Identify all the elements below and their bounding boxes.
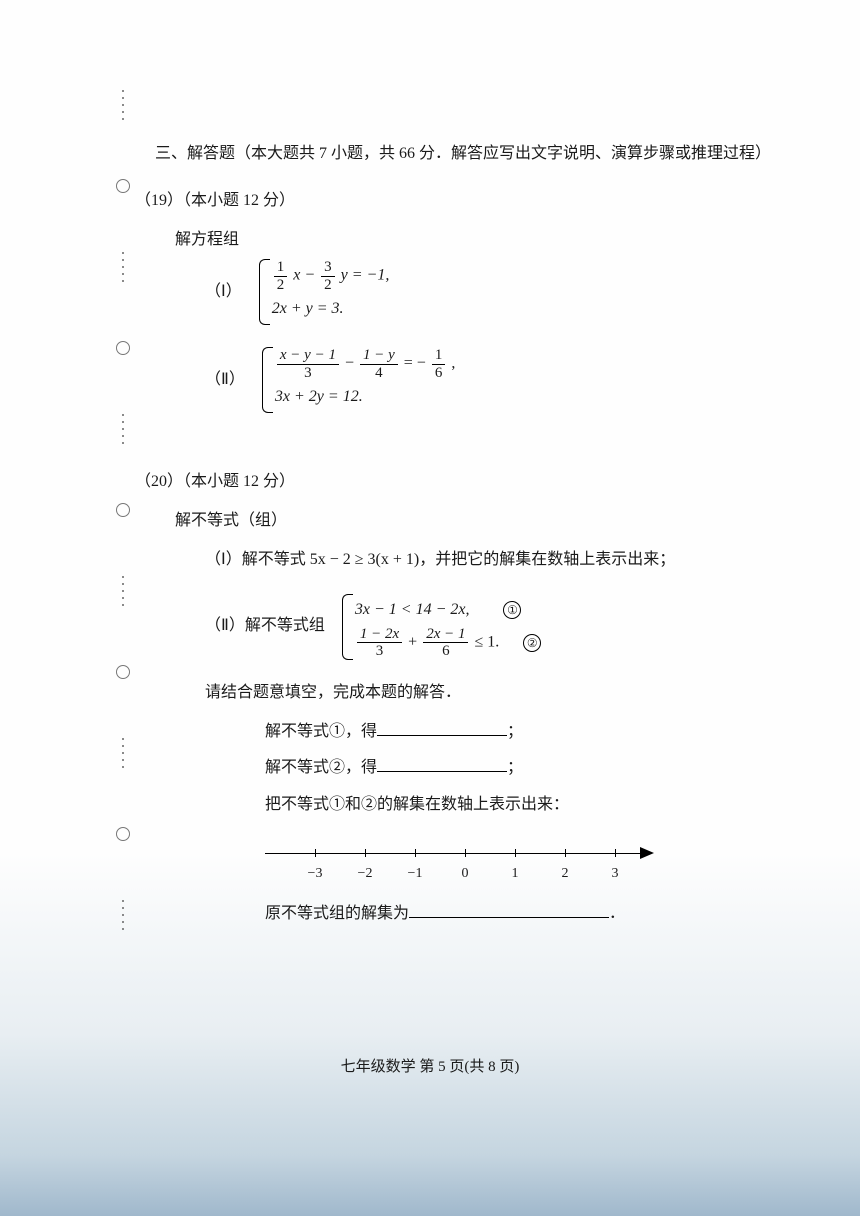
- blank-1: [377, 720, 507, 736]
- q20-header: （20）（本小题 12 分）: [135, 468, 835, 497]
- q19-title: 解方程组: [175, 226, 835, 255]
- page-footer: 七年级数学 第 5 页(共 8 页): [0, 1055, 860, 1076]
- q20-step4: 原不等式组的解集为．: [265, 900, 835, 929]
- section-title: 三、解答题（本大题共 7 小题，共 66 分．解答应写出文字说明、演算步骤或推理…: [155, 140, 835, 169]
- q20-instruction: 请结合题意填空，完成本题的解答．: [205, 679, 835, 708]
- circled-1: ①: [503, 601, 521, 619]
- q19-system1: 12 x − 32 y = −1, 2x + y = 3.: [254, 259, 390, 325]
- blank-3: [409, 902, 609, 918]
- blank-2: [377, 756, 507, 772]
- binding-margin: [115, 60, 130, 960]
- page-content: 三、解答题（本大题共 7 小题，共 66 分．解答应写出文字说明、演算步骤或推理…: [135, 140, 835, 929]
- q20-step2: 解不等式②，得；: [265, 754, 835, 783]
- q20-part2: （Ⅱ）解不等式组 3x − 1 < 14 − 2x, ① 1 − 2x3 + 2…: [205, 589, 835, 665]
- q19-system2: x − y − 13 − 1 − y4 = − 16 , 3x + 2y = 1…: [257, 347, 455, 413]
- part1-label: （Ⅰ）: [205, 278, 242, 307]
- q20-part2-label: （Ⅱ）解不等式组: [205, 612, 325, 641]
- q20-step3: 把不等式①和②的解集在数轴上表示出来：: [265, 791, 835, 820]
- q19-part2: （Ⅱ） x − y − 13 − 1 − y4 = − 16 , 3x + 2y…: [205, 342, 835, 418]
- q20-title: 解不等式（组）: [175, 507, 835, 536]
- q20-part1: （Ⅰ）解不等式 5x − 2 ≥ 3(x + 1)，并把它的解集在数轴上表示出来…: [205, 546, 835, 575]
- q19-header: （19）（本小题 12 分）: [135, 187, 835, 216]
- q20-step1: 解不等式①，得；: [265, 718, 835, 747]
- part2-label: （Ⅱ）: [205, 366, 245, 395]
- q20-system: 3x − 1 < 14 − 2x, ① 1 − 2x3 + 2x − 16 ≤ …: [337, 594, 544, 660]
- q19-part1: （Ⅰ） 12 x − 32 y = −1, 2x + y = 3.: [205, 254, 835, 330]
- circled-2: ②: [523, 634, 541, 652]
- number-line: −3 −2 −1 0 1 2 3: [265, 835, 665, 885]
